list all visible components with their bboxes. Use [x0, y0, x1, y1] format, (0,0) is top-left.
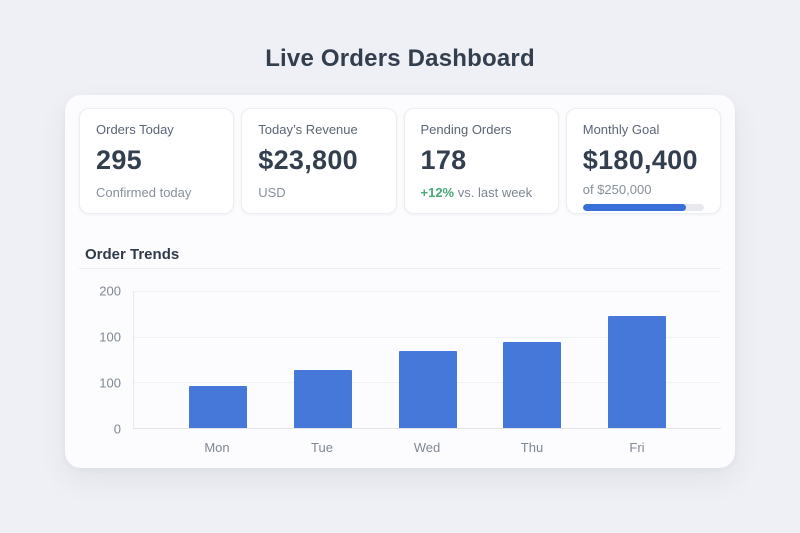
stat-value: 178	[420, 145, 467, 175]
dashboard-panel: Orders Today 295 Confirmed today Today’s…	[65, 95, 735, 468]
stat-subtext: +12% vs. last week	[421, 185, 542, 200]
bar-group	[134, 291, 721, 428]
stat-card-monthly-goal: Monthly Goal $180,400 of $250,000	[565, 108, 721, 214]
monthly-goal-progress-bar	[582, 204, 704, 211]
stat-value: 295	[96, 145, 142, 175]
x-axis-label: Tue	[311, 440, 333, 455]
gridline	[134, 291, 721, 292]
stat-card-pending-orders: Pending Orders 178 +12% vs. last week	[403, 108, 559, 214]
page-title: Live Orders Dashboard	[265, 45, 535, 72]
x-axis-label: Mon	[204, 440, 230, 455]
progress-bar-fill	[582, 204, 686, 211]
positive-delta-badge: +12%	[420, 185, 455, 200]
bar-tue	[293, 369, 352, 428]
delta-note: vs. last week	[457, 185, 533, 200]
stat-card-todays-revenue: Today’s Revenue $23,800 USD	[241, 108, 397, 214]
gridline	[134, 336, 721, 338]
x-axis-label: Wed	[413, 440, 441, 455]
stat-label: Orders Today	[96, 122, 174, 137]
bar-thu	[503, 341, 562, 428]
y-axis-tick: 100	[99, 329, 121, 345]
stat-card-orders-today: Orders Today 295 Confirmed today	[79, 108, 235, 214]
stat-value: $180,400	[582, 145, 698, 175]
order-trends-bar-chart: 200 100 100 0 Mon Tue Wed	[79, 284, 721, 455]
bar-wed	[398, 350, 457, 428]
x-axis-label: Fri	[629, 440, 645, 455]
stat-subtext: USD	[258, 185, 286, 200]
bar-fri	[608, 315, 666, 428]
chart-plot-wrap: Mon Tue Wed Thu Fri	[133, 291, 721, 455]
y-axis-tick: 200	[99, 283, 121, 299]
y-axis-tick: 0	[113, 421, 121, 437]
chart-y-axis: 200 100 100 0	[79, 284, 133, 437]
bar-mon	[189, 385, 247, 428]
stat-value: $23,800	[258, 145, 358, 175]
chart-x-axis: Mon Tue Wed Thu Fri	[133, 440, 721, 455]
section-divider	[79, 268, 721, 269]
stat-card-row: Orders Today 295 Confirmed today Today’s…	[79, 108, 721, 214]
chart-section-heading: Order Trends	[85, 246, 180, 263]
stat-subtext: Confirmed today	[96, 185, 192, 200]
chart-plot-area	[133, 291, 721, 429]
x-axis-label: Thu	[520, 440, 544, 455]
stat-subtext: of $250,000	[582, 182, 652, 197]
stat-label: Pending Orders	[420, 122, 512, 137]
stat-label: Today’s Revenue	[258, 122, 358, 137]
stat-label: Monthly Goal	[582, 122, 660, 137]
y-axis-tick: 100	[99, 375, 121, 391]
